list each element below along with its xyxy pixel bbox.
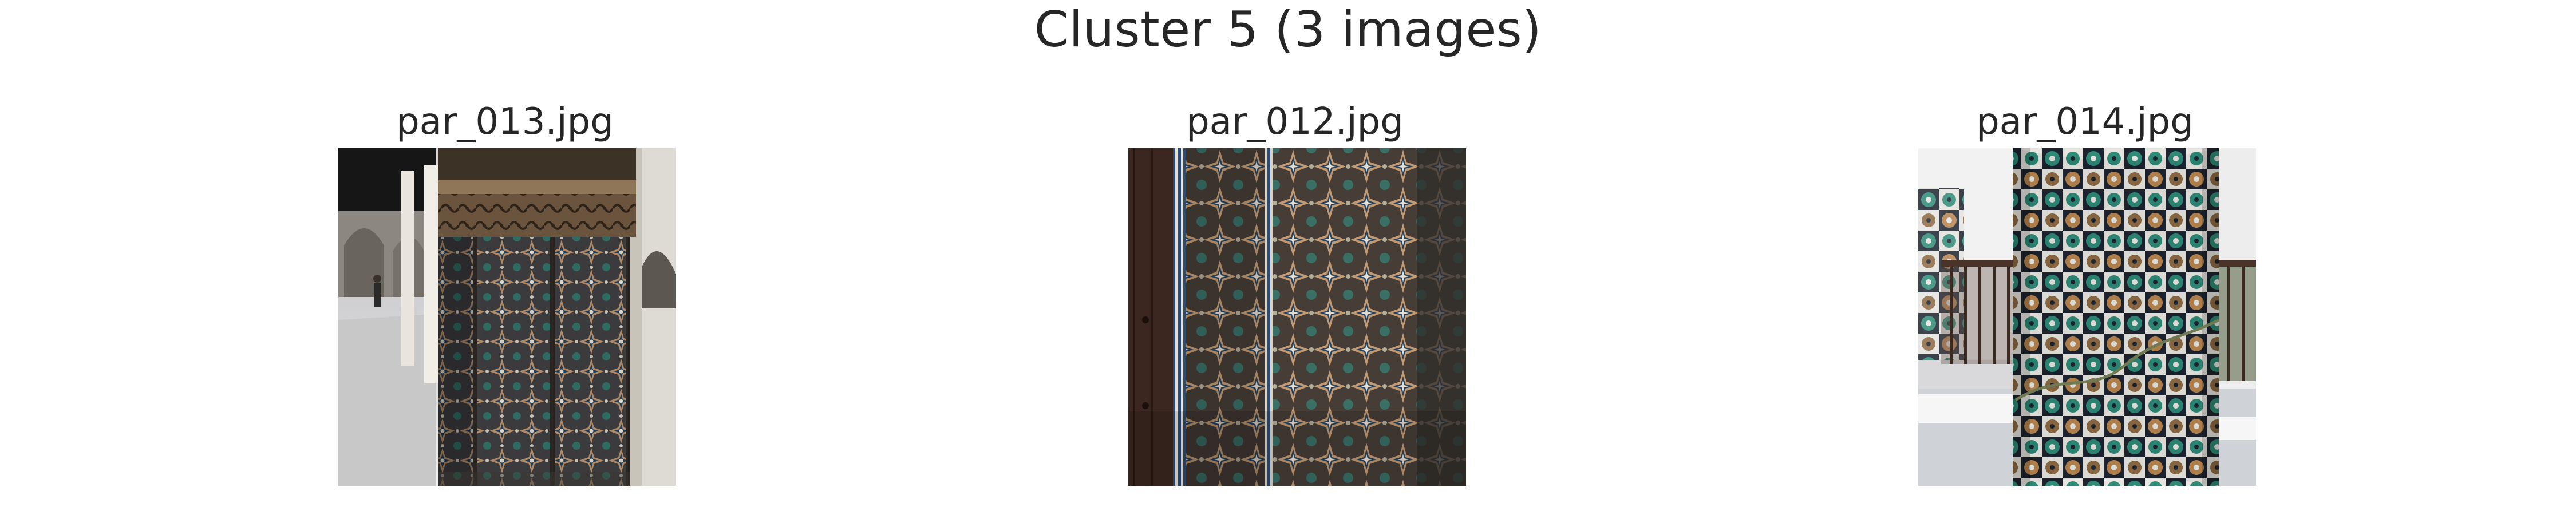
image-filename-3: par_014.jpg [1913,98,2257,145]
figure-title: Cluster 5 (3 images) [0,1,2576,58]
image-thumbnail-3[interactable] [1918,148,2256,486]
image-panel-3: par_014.jpg [1913,98,2257,145]
image-filename-2: par_012.jpg [1123,98,1467,145]
image-filename-1: par_013.jpg [333,98,677,145]
image-panel-1: par_013.jpg [333,98,677,145]
image-thumbnail-1[interactable] [338,148,676,486]
image-panel-2: par_012.jpg [1123,98,1467,145]
image-thumbnail-2[interactable] [1128,148,1466,486]
